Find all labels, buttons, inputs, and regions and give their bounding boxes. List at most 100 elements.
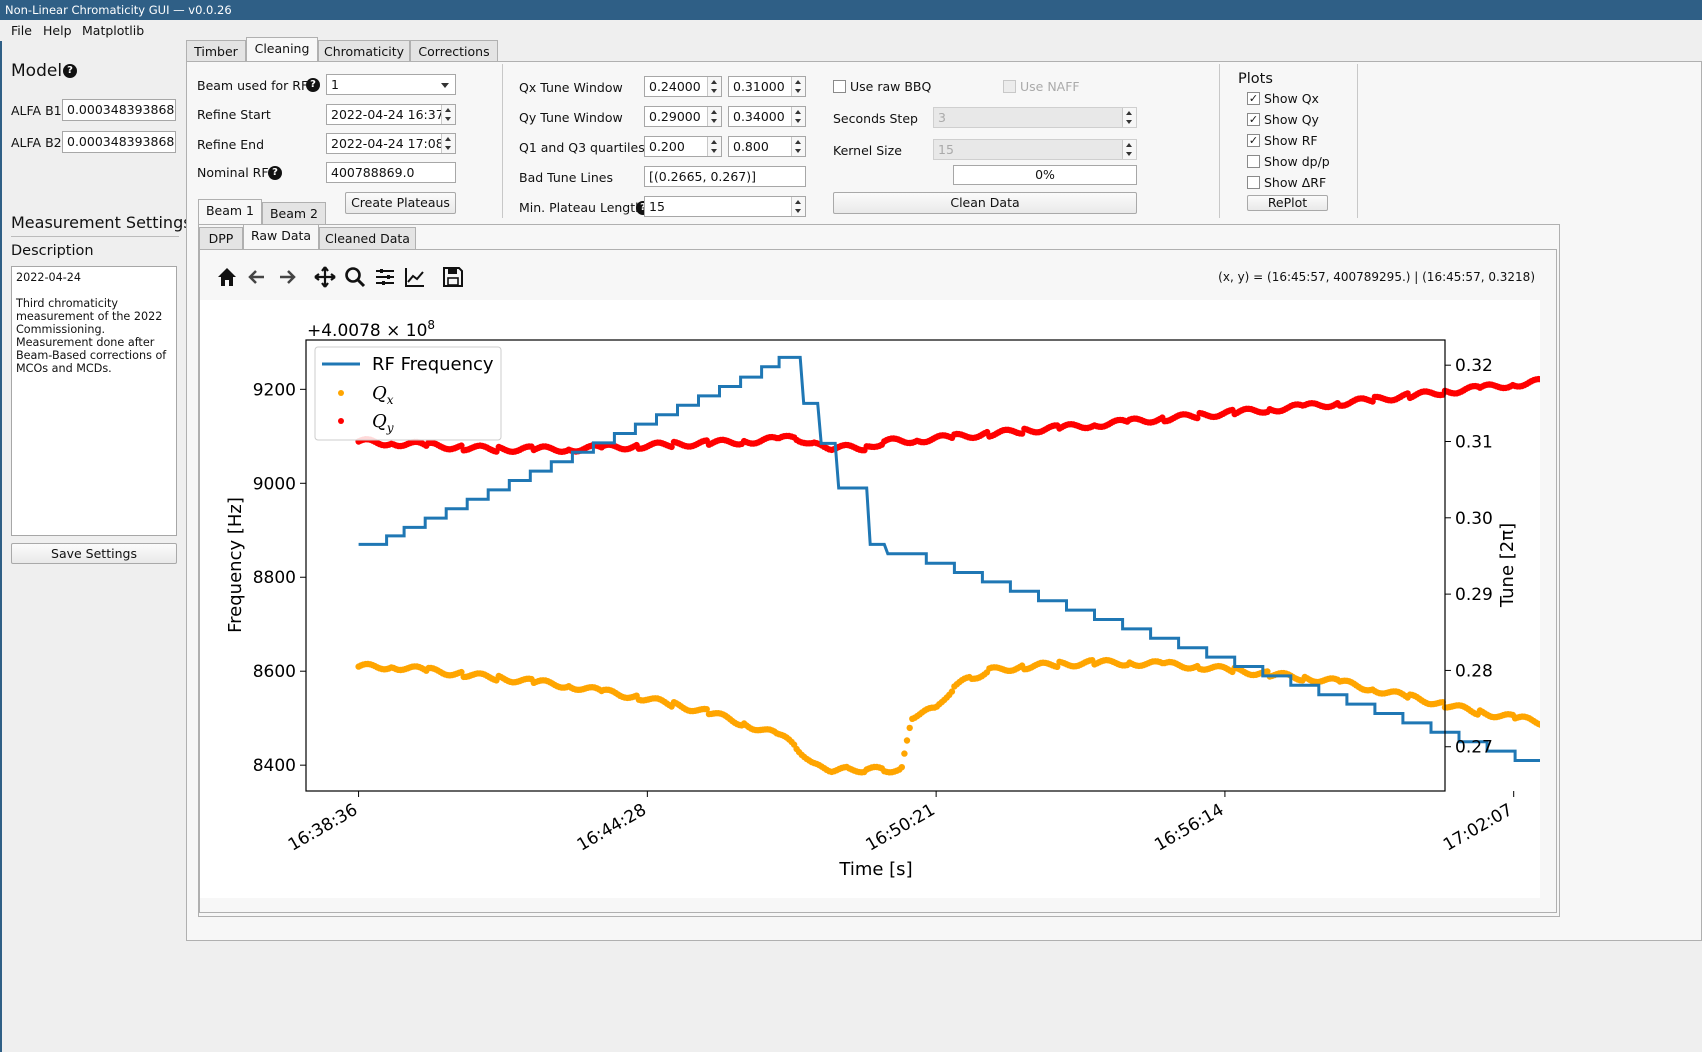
data-tabbar: DPP Raw Data Cleaned Data	[199, 224, 419, 250]
plot-toolbar	[214, 264, 474, 290]
qx-max-input[interactable]: 0.31000	[728, 76, 806, 97]
offset-label-text: +4.0078 × 10	[307, 321, 427, 341]
legend-qx-marker	[338, 390, 344, 396]
q3-value: 0.800	[733, 139, 769, 154]
y-tick-label: 9200	[253, 380, 296, 400]
spin-icon[interactable]	[791, 107, 805, 126]
show-rf-checkbox[interactable]: ✓	[1247, 134, 1260, 147]
pan-icon[interactable]	[312, 264, 338, 290]
progress-bar: 0%	[953, 165, 1137, 185]
configure-subplots-icon[interactable]	[372, 264, 398, 290]
clean-data-button[interactable]: Clean Data	[833, 192, 1137, 214]
qx-point	[1054, 663, 1061, 670]
legend-qy-marker	[338, 418, 344, 424]
spin-icon[interactable]	[707, 137, 721, 156]
model-help-icon[interactable]: ?	[63, 64, 77, 78]
back-arrow-icon[interactable]	[244, 264, 270, 290]
forward-arrow-icon[interactable]	[274, 264, 300, 290]
spin-icon[interactable]	[441, 105, 455, 124]
nominal-rf-help-icon[interactable]: ?	[268, 166, 282, 180]
spin-icon[interactable]	[707, 107, 721, 126]
legend-box	[314, 346, 502, 441]
nominal-rf-input[interactable]: 400788869.0	[326, 162, 456, 183]
tab-chromaticity[interactable]: Chromaticity	[318, 40, 410, 62]
spin-icon[interactable]	[791, 77, 805, 96]
q1-input[interactable]: 0.200	[644, 136, 722, 157]
qx-window-label: Qx Tune Window	[519, 80, 623, 95]
show-qx-checkbox[interactable]: ✓	[1247, 92, 1260, 105]
seconds-step-input[interactable]: 3	[933, 107, 1137, 128]
show-dpp-checkbox[interactable]	[1247, 155, 1260, 168]
spin-icon[interactable]	[707, 77, 721, 96]
use-naff-checkbox[interactable]	[1003, 80, 1016, 93]
legend-qy-subscript: y	[386, 421, 394, 435]
show-qx-label: Show Qx	[1264, 91, 1319, 106]
divider	[1219, 64, 1220, 218]
x-axis-label: Time [s]	[838, 859, 912, 880]
min-plateau-label: Min. Plateau Length	[519, 200, 644, 215]
alfa-b2-input[interactable]: 0.0003483938687	[62, 131, 176, 153]
qy-max-value: 0.34000	[733, 109, 785, 124]
refine-end-value: 2022-04-24 17:08:0	[331, 136, 456, 151]
show-drf-checkbox[interactable]	[1247, 176, 1260, 189]
beam-rf-select[interactable]: 1	[326, 74, 456, 95]
edit-axis-icon[interactable]	[402, 264, 428, 290]
tab-cleaned-data[interactable]: Cleaned Data	[319, 227, 416, 249]
legend-qx-q: Q	[372, 383, 387, 404]
y2-tick-label: 0.27	[1455, 738, 1493, 758]
spin-icon[interactable]	[1122, 108, 1136, 127]
qy-max-input[interactable]: 0.34000	[728, 106, 806, 127]
replot-button[interactable]: RePlot	[1247, 195, 1328, 211]
tab-timber[interactable]: Timber	[186, 40, 246, 62]
save-icon[interactable]	[440, 264, 466, 290]
rf-frequency-line	[358, 355, 1540, 762]
spin-icon[interactable]	[1122, 140, 1136, 159]
tab-corrections[interactable]: Corrections	[410, 40, 498, 62]
beam-rf-help-icon[interactable]: ?	[306, 78, 320, 92]
qx-min-input[interactable]: 0.24000	[644, 76, 722, 97]
refine-start-input[interactable]: 2022-04-24 16:37:3	[326, 104, 456, 125]
tab-beam-1[interactable]: Beam 1	[198, 199, 262, 225]
qy-point	[1537, 376, 1540, 383]
show-qy-checkbox[interactable]: ✓	[1247, 113, 1260, 126]
tab-beam-2[interactable]: Beam 2	[262, 202, 326, 224]
tab-cleaning[interactable]: Cleaning	[246, 37, 318, 63]
tab-dpp[interactable]: DPP	[199, 227, 243, 249]
q3-input[interactable]: 0.800	[728, 136, 806, 157]
save-settings-button[interactable]: Save Settings	[11, 543, 177, 564]
quartiles-label: Q1 and Q3 quartiles	[519, 140, 645, 155]
qy-window-label: Qy Tune Window	[519, 110, 623, 125]
use-raw-bbq-checkbox[interactable]	[833, 80, 846, 93]
bad-lines-input[interactable]: [(0.2665, 0.267)]	[644, 166, 806, 187]
alfa-b1-label: ALFA B1	[11, 103, 62, 118]
min-plateau-input[interactable]: 15	[644, 196, 806, 217]
menu-matplotlib[interactable]: Matplotlib	[82, 23, 145, 38]
menu-file[interactable]: File	[11, 23, 32, 38]
alfa-b1-input[interactable]: 0.0003483938687	[62, 99, 176, 121]
spin-icon[interactable]	[791, 197, 805, 216]
legend-rf-label: RF Frequency	[372, 354, 494, 375]
legend: RF Frequency Qx Qy	[314, 346, 502, 441]
spin-icon[interactable]	[441, 134, 455, 153]
main-tabbar: Timber Cleaning Chromaticity Corrections	[186, 37, 502, 63]
qx-point	[901, 750, 908, 757]
beam-rf-value: 1	[331, 77, 339, 92]
description-textarea[interactable]: 2022-04-24 Third chromaticity measuremen…	[11, 266, 177, 536]
qx-max-value: 0.31000	[733, 79, 785, 94]
spin-icon[interactable]	[791, 137, 805, 156]
tab-raw-data[interactable]: Raw Data	[243, 224, 319, 250]
create-plateaus-button[interactable]: Create Plateaus	[345, 192, 456, 214]
raw-data-chart[interactable]: +4.0078 × 108 16:38:36 16:44:28 16:50:21 16…	[200, 300, 1540, 898]
home-icon[interactable]	[214, 264, 240, 290]
qy-min-input[interactable]: 0.29000	[644, 106, 722, 127]
legend-qx-subscript: x	[387, 393, 394, 407]
refine-end-label: Refine End	[197, 137, 265, 152]
measurement-settings-title: Measurement Settings	[11, 213, 192, 232]
y-tick-label: 8400	[253, 756, 296, 776]
menu-help[interactable]: Help	[43, 23, 72, 38]
zoom-icon[interactable]	[342, 264, 368, 290]
beam-rf-label: Beam used for RF	[197, 78, 309, 93]
divider	[1357, 64, 1358, 218]
refine-end-input[interactable]: 2022-04-24 17:08:0	[326, 133, 456, 154]
kernel-size-input[interactable]: 15	[933, 139, 1137, 160]
